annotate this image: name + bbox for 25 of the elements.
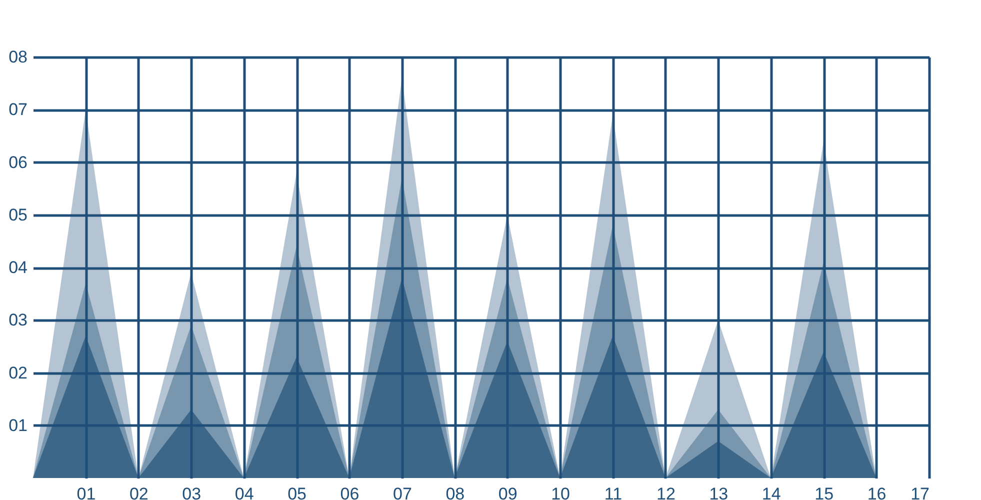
x-tick-label: 13 [709, 484, 728, 500]
y-tick-label: 04 [8, 258, 28, 277]
y-tick-label: 02 [8, 363, 28, 382]
x-tick-label: 14 [762, 484, 781, 500]
x-tick-label: 11 [604, 484, 622, 500]
x-tick-label: 16 [867, 484, 886, 500]
y-tick-label: 05 [8, 205, 28, 224]
y-tick-label: 08 [8, 48, 28, 66]
x-tick-label: 05 [288, 484, 306, 500]
x-tick-label: 04 [234, 484, 254, 500]
x-tick-label: 03 [182, 484, 202, 500]
y-tick-label: 06 [8, 152, 28, 172]
x-tick-label: 01 [76, 484, 96, 500]
x-tick-label: 02 [129, 484, 148, 500]
y-tick-label: 01 [8, 416, 28, 435]
x-tick-label: 06 [340, 484, 360, 500]
x-tick-label: 15 [814, 484, 834, 500]
x-tick-label: 10 [551, 484, 570, 500]
x-tick-label: 08 [446, 484, 465, 500]
x-tick-label: 12 [656, 484, 676, 500]
x-tick-label: 07 [392, 484, 412, 500]
x-tick-label: 09 [498, 484, 518, 500]
y-tick-label: 03 [8, 310, 28, 330]
x-tick-label: 17 [910, 484, 930, 500]
y-tick-label: 07 [8, 100, 28, 120]
